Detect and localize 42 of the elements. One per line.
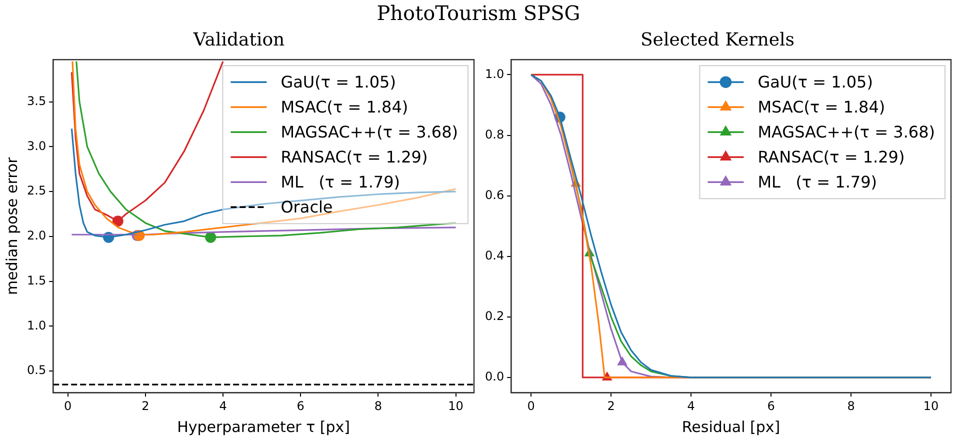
- y-tick-label: 2.0: [26, 228, 46, 243]
- x-tick-label: 8: [374, 398, 382, 413]
- y-axis-title: median pose error: [2, 156, 21, 296]
- x-tick-label: 0: [64, 398, 72, 413]
- y-tick-label: 0.6: [484, 188, 504, 202]
- legend-label: MAGSAC++(τ = 3.68): [758, 122, 936, 142]
- x-tick-label: 6: [296, 398, 304, 413]
- x-tick-label: 10: [923, 398, 939, 413]
- text: PhotoTourism SPSG: [376, 1, 580, 25]
- legend-label: ML (τ = 1.79): [758, 172, 878, 192]
- y-tick-label: 3.5: [26, 94, 46, 108]
- y-tick-label: 1.5: [26, 273, 46, 288]
- x-tick-label: 8: [847, 398, 855, 413]
- x-tick-label: 4: [219, 398, 227, 413]
- legend-label: MSAC(τ = 1.84): [758, 97, 886, 116]
- chart-title: Selected Kernels: [640, 29, 795, 50]
- y-tick-label: 0.4: [484, 248, 504, 262]
- legend-label: RANSAC(τ = 1.29): [758, 147, 905, 166]
- legend-label: MAGSAC++(τ = 3.68): [280, 122, 458, 142]
- y-tick-label: 0.0: [484, 370, 504, 384]
- x-tick-label: 4: [687, 398, 695, 413]
- y-tick-label: 0.5: [26, 363, 46, 378]
- legend-label: ML (τ = 1.79): [280, 172, 400, 192]
- legend-label: GaU(τ = 1.05): [758, 72, 873, 92]
- y-tick-label: 1.0: [26, 318, 46, 332]
- y-tick-label: 1.0: [484, 66, 504, 81]
- chart-title: Validation: [192, 29, 286, 50]
- x-tick-label: 2: [142, 398, 150, 413]
- legend-label: Oracle: [280, 197, 333, 216]
- x-tick-label: 0: [527, 398, 535, 413]
- y-tick-label: 2.5: [26, 184, 46, 198]
- y-tick-label: 0.8: [484, 127, 504, 142]
- y-tick-label: 3.0: [26, 138, 46, 153]
- legend-label: GaU(τ = 1.05): [280, 72, 396, 92]
- x-tick-label: 2: [607, 398, 615, 413]
- legend-label: RANSAC(τ = 1.29): [280, 147, 428, 166]
- x-tick-label: 6: [767, 398, 775, 413]
- legend-label: MSAC(τ = 1.84): [280, 97, 408, 116]
- x-tick-label: 10: [448, 398, 464, 413]
- x-axis-title: Residual [px]: [682, 418, 780, 436]
- y-tick-label: 0.2: [484, 309, 504, 324]
- x-axis-title: Hyperparameter τ [px]: [177, 418, 350, 436]
